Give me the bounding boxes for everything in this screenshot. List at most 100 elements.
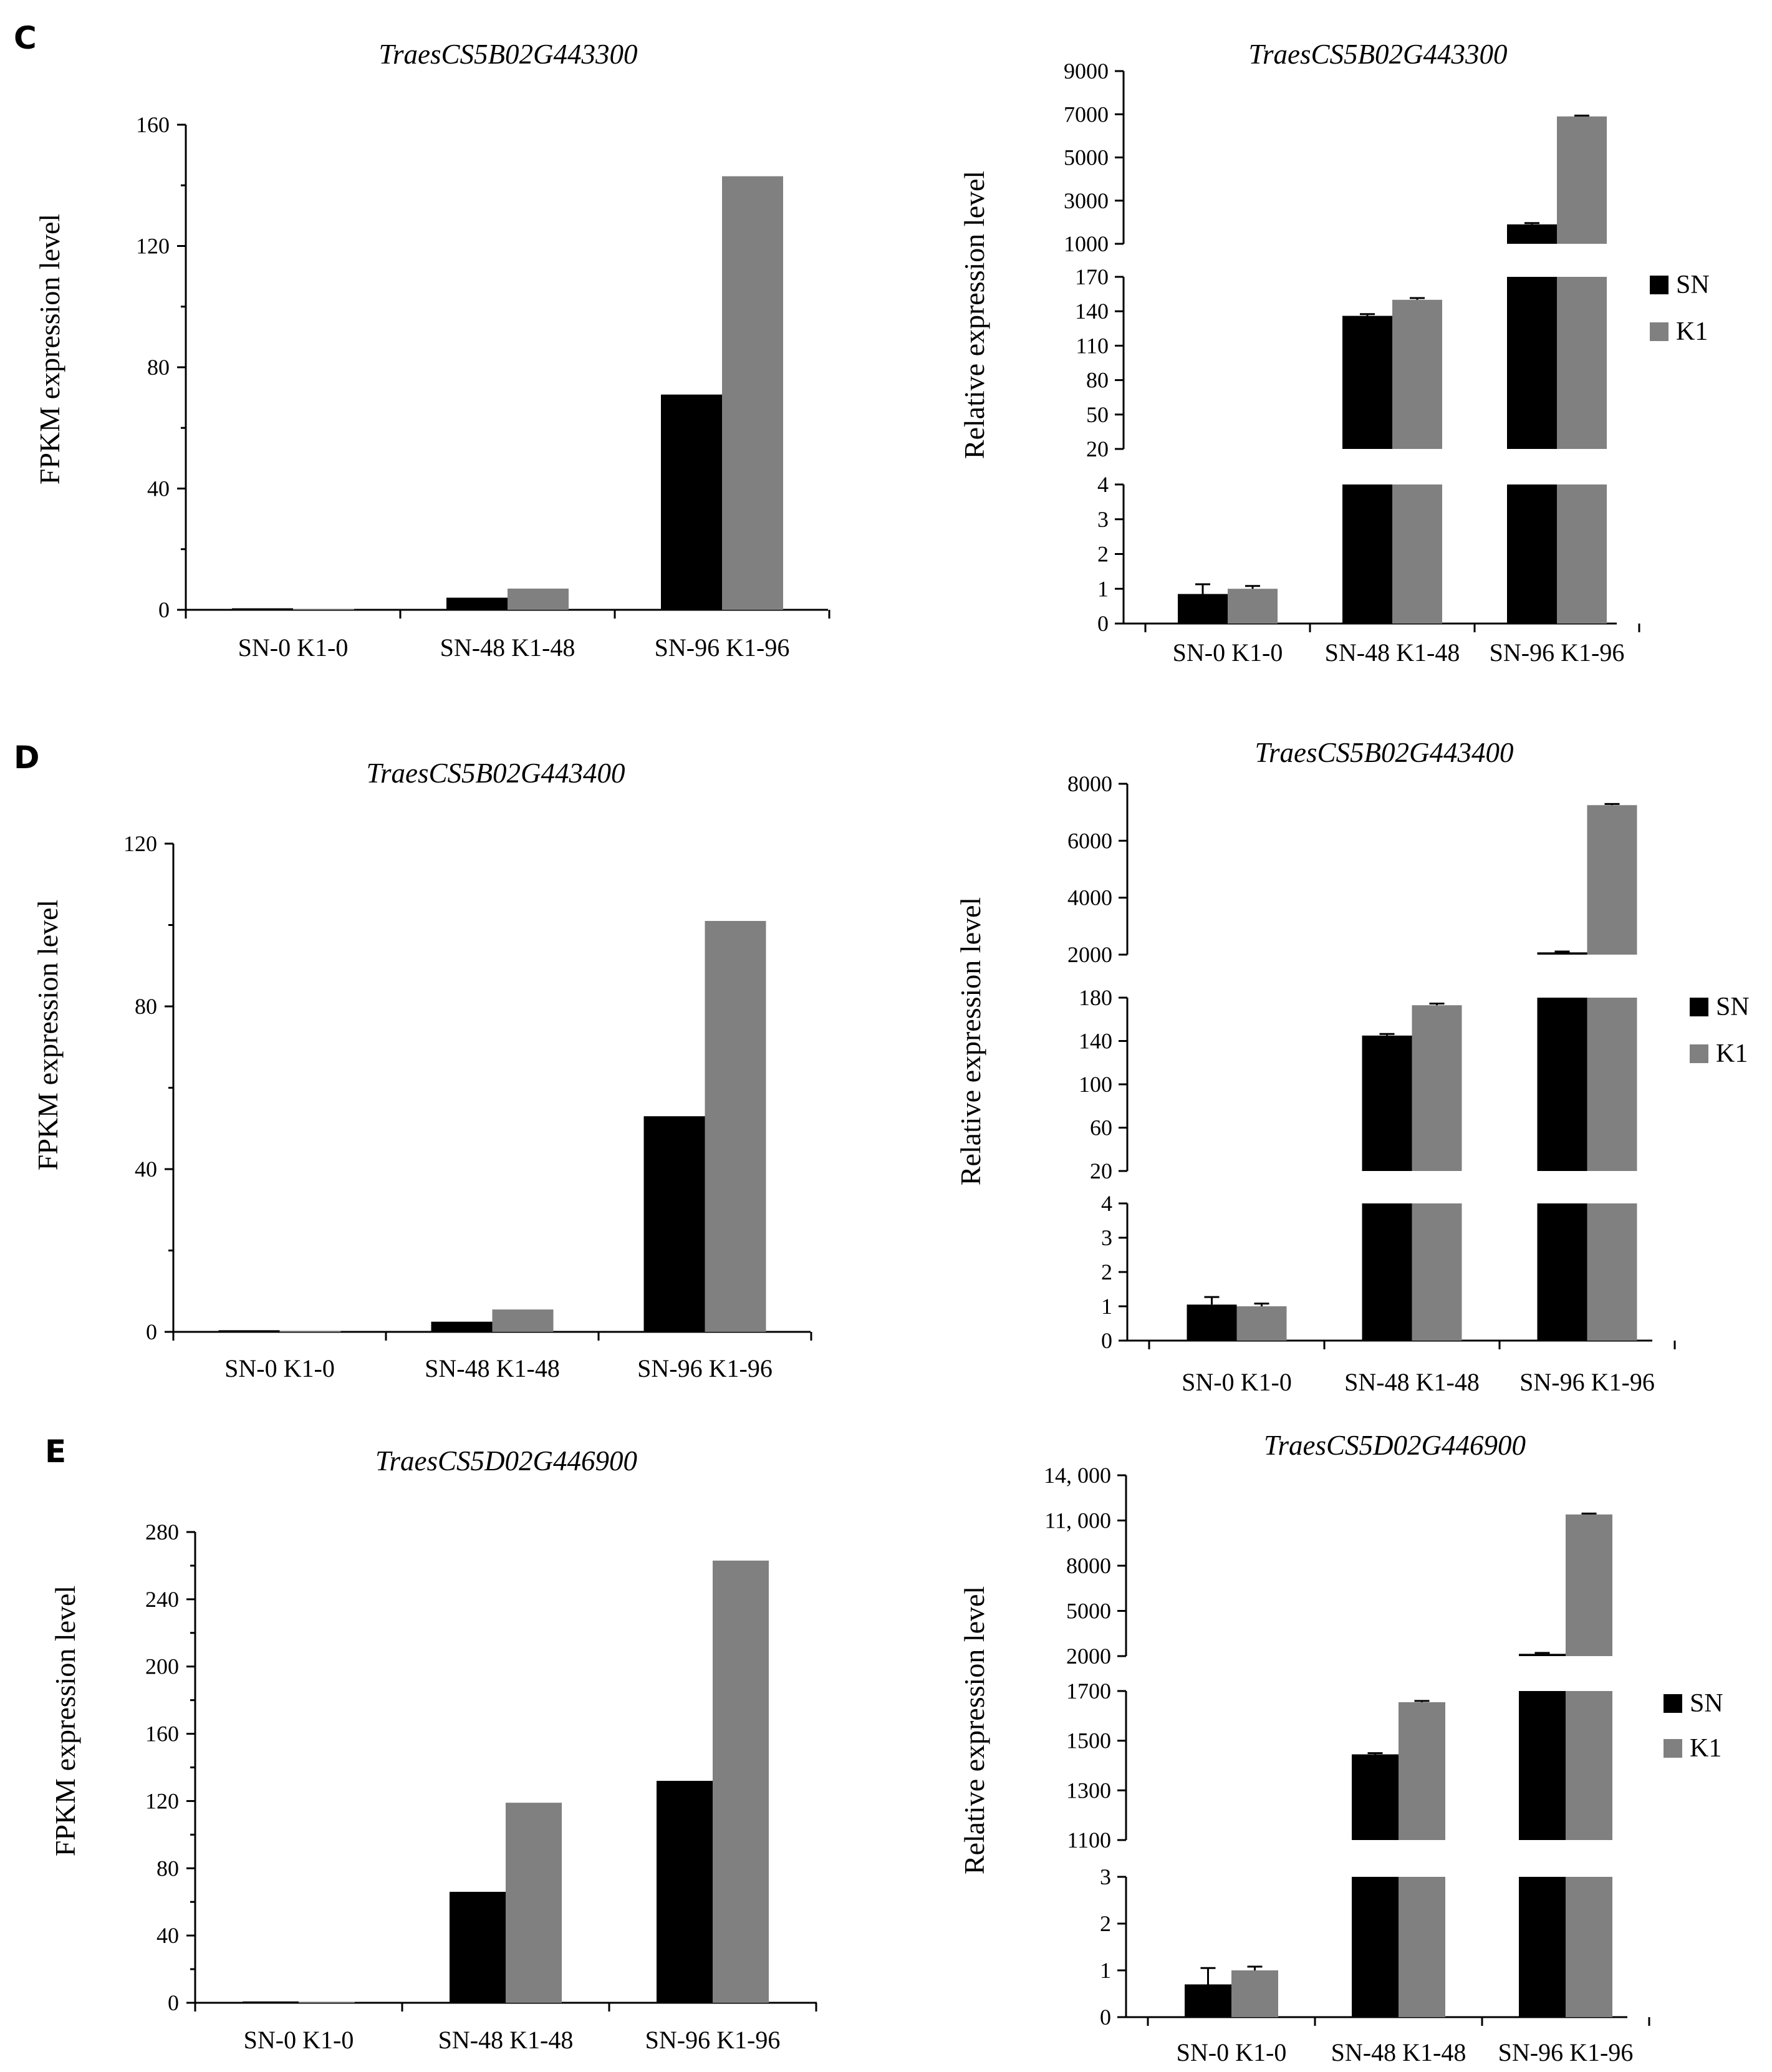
category-label: SN-0 K1-0 xyxy=(244,2026,354,2054)
y-tick-label: 2 xyxy=(1100,1911,1111,1936)
bar-k1 xyxy=(492,1309,554,1332)
y-tick-label: 2000 xyxy=(1067,942,1112,967)
y-tick-label: 140 xyxy=(1075,299,1109,324)
category-label: SN-0 K1-0 xyxy=(1182,1368,1292,1396)
bar-sn xyxy=(643,1116,705,1332)
bar-sn xyxy=(243,2001,299,2003)
y-tick-label: 80 xyxy=(135,994,157,1019)
bar-sn xyxy=(218,1330,280,1332)
relative-chart-d: 0 1 2 3 4 20 60 100 140 180 2000 4000 6000 8000 SN-0 K… xyxy=(1067,771,1676,1396)
y-tick-label: 180 xyxy=(1079,985,1112,1010)
y-tick-label: 120 xyxy=(145,1788,179,1813)
y-tick-label: 1500 xyxy=(1066,1728,1111,1753)
bar-sn xyxy=(1352,1754,1399,1840)
y-tick-label: 200 xyxy=(145,1654,179,1679)
bar-sn xyxy=(1519,1654,1566,1656)
chart-title: TraesCS5D02G446900 xyxy=(375,1445,637,1477)
bar-sn xyxy=(450,1892,506,2003)
bar-sn xyxy=(431,1321,493,1332)
category-label: SN-96 K1-96 xyxy=(1490,638,1625,667)
y-tick-label: 2 xyxy=(1097,542,1109,567)
y-tick-label: 8000 xyxy=(1067,771,1112,796)
legend: SN K1 xyxy=(1650,271,1710,346)
y-tick-label: 40 xyxy=(147,476,170,501)
y-tick-label: 80 xyxy=(147,355,170,380)
legend-label-k1: K1 xyxy=(1676,317,1708,346)
y-tick-label: 0 xyxy=(1097,611,1109,636)
y-tick-label: 3 xyxy=(1100,1864,1111,1889)
category-label: SN-96 K1-96 xyxy=(655,634,790,662)
bar-k1 xyxy=(1557,484,1607,624)
y-tick-label: 0 xyxy=(158,597,170,622)
fpkm-chart-e: 0 40 80 120 160 200 240 280 SN-0 K1-0 SN-48 K1-48… xyxy=(145,1520,817,2054)
bar-sn xyxy=(1507,277,1557,449)
category-label: SN-96 K1-96 xyxy=(637,1354,773,1382)
category-label: SN-48 K1-48 xyxy=(438,2026,574,2054)
y-tick-label: 5000 xyxy=(1066,1599,1111,1624)
bar-sn xyxy=(446,597,508,610)
fpkm-chart-d: 0 40 80 120 SN-0 K1-0 SN-48 K1-48 SN-96 K1-96 xyxy=(123,831,812,1382)
relative-chart-c: 0 1 2 3 4 20 50 80 110 140 170 1000 3000 5000 7000 9000… xyxy=(1064,59,1640,667)
y-tick-label: 120 xyxy=(123,831,157,856)
y-tick-label: 20 xyxy=(1090,1159,1112,1183)
bar-k1 xyxy=(722,176,783,610)
y-tick-label: 0 xyxy=(146,1319,157,1344)
fpkm-chart-c: 0 40 80 120 160 SN-0 K1-0 SN-48 K1-48 SN-96 K1-… xyxy=(136,112,831,662)
bar-sn xyxy=(1519,1691,1566,1840)
y-tick-label: 2000 xyxy=(1066,1644,1111,1669)
bar-sn xyxy=(1185,1984,1231,2017)
legend: SN K1 xyxy=(1664,1689,1723,1763)
chart-title: TraesCS5B02G443300 xyxy=(378,39,637,70)
y-tick-label: 1300 xyxy=(1066,1778,1111,1803)
bar-k1 xyxy=(1587,998,1637,1171)
y-tick-label: 110 xyxy=(1076,333,1109,358)
legend-swatch-sn xyxy=(1650,276,1668,294)
bar-k1 xyxy=(506,1803,562,2003)
bar-k1 xyxy=(1557,277,1607,449)
bar-sn xyxy=(1178,594,1228,624)
category-label: SN-48 K1-48 xyxy=(425,1354,560,1382)
panel-letter-c: C xyxy=(14,20,37,56)
y-tick-label: 170 xyxy=(1075,264,1109,289)
y-tick-label: 1 xyxy=(1101,1294,1112,1319)
category-label: SN-96 K1-96 xyxy=(1519,1368,1655,1396)
category-label: SN-96 K1-96 xyxy=(645,2026,781,2054)
bar-k1 xyxy=(293,609,354,610)
bar-k1 xyxy=(1231,1970,1278,2017)
chart-title: TraesCS5B02G443400 xyxy=(366,758,625,789)
legend-swatch-sn xyxy=(1690,998,1708,1016)
y-tick-label: 11, 000 xyxy=(1044,1508,1111,1533)
bar-k1 xyxy=(1392,484,1442,624)
bar-sn xyxy=(1507,484,1557,624)
y-tick-label: 0 xyxy=(168,1990,179,2015)
bar-sn xyxy=(1507,224,1557,244)
y-axis-label: FPKM expression level xyxy=(34,214,65,484)
bar-sn xyxy=(232,608,293,610)
y-tick-label: 240 xyxy=(145,1587,179,1612)
bar-k1 xyxy=(1557,116,1607,244)
y-tick-label: 60 xyxy=(1090,1116,1112,1140)
y-tick-label: 0 xyxy=(1100,2005,1111,2030)
legend-swatch-k1 xyxy=(1664,1739,1682,1758)
y-tick-label: 4000 xyxy=(1067,885,1112,910)
bar-k1 xyxy=(1566,1691,1612,1840)
y-tick-label: 3 xyxy=(1097,507,1109,532)
bar-k1 xyxy=(1236,1306,1287,1341)
y-tick-label: 1100 xyxy=(1067,1828,1111,1853)
y-tick-label: 2 xyxy=(1101,1260,1112,1284)
y-tick-label: 0 xyxy=(1101,1328,1112,1353)
bar-k1 xyxy=(1587,1203,1637,1341)
y-tick-label: 7000 xyxy=(1064,102,1109,127)
bar-k1 xyxy=(1566,1514,1612,1656)
y-tick-label: 50 xyxy=(1086,402,1109,427)
relative-chart-e: 0 1 2 3 1100 1300 1500 1700 2000 5000 8000 11, 000 1… xyxy=(1044,1463,1650,2066)
y-tick-label: 3000 xyxy=(1064,188,1109,213)
y-tick-label: 4 xyxy=(1101,1191,1112,1216)
y-tick-label: 80 xyxy=(156,1856,179,1881)
y-tick-label: 100 xyxy=(1079,1072,1112,1097)
bar-sn xyxy=(661,394,722,610)
y-tick-label: 3 xyxy=(1101,1225,1112,1250)
bar-sn xyxy=(1362,1035,1412,1171)
bar-k1 xyxy=(1392,299,1442,449)
